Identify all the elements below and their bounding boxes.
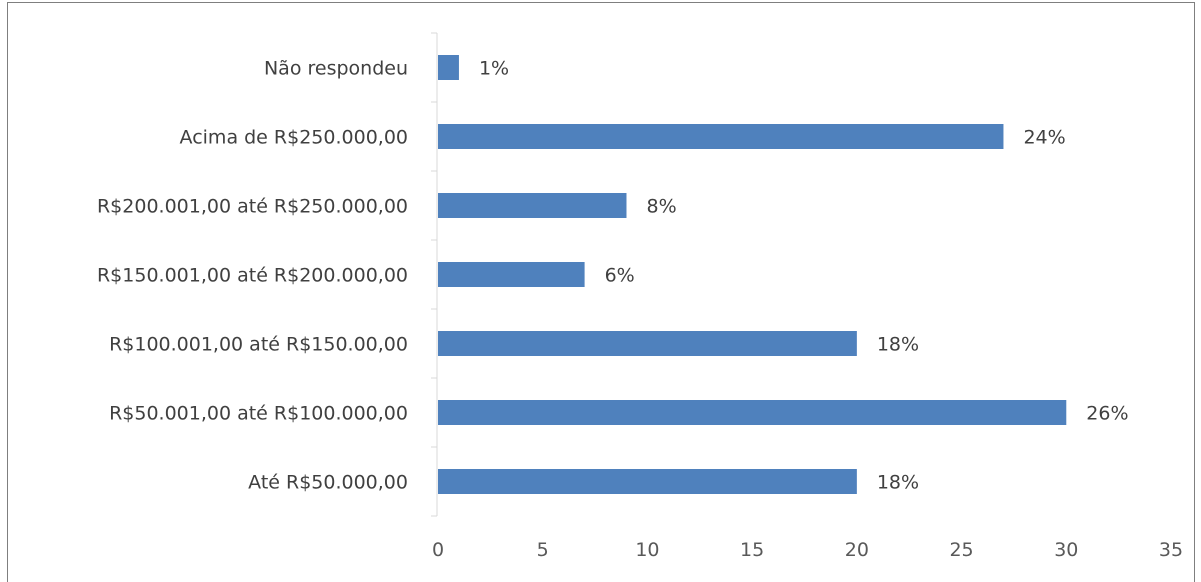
- category-label: R$100.001,00 até R$150.00,00: [109, 334, 408, 356]
- x-tick-label: 15: [740, 539, 764, 561]
- data-label: 18%: [877, 472, 919, 494]
- category-label: R$200.001,00 até R$250.000,00: [97, 196, 408, 218]
- x-tick-label: 25: [949, 539, 973, 561]
- x-tick-label: 5: [537, 539, 549, 561]
- category-label: Até R$50.000,00: [248, 472, 408, 494]
- data-label: 26%: [1086, 403, 1128, 425]
- x-tick-label: 10: [635, 539, 659, 561]
- bar: [438, 469, 857, 494]
- category-label: Não respondeu: [264, 58, 408, 80]
- category-label: R$150.001,00 até R$200.000,00: [97, 265, 408, 287]
- bar: [438, 331, 857, 356]
- bar: [438, 400, 1067, 425]
- x-tick-label: 35: [1159, 539, 1183, 561]
- bar: [438, 55, 459, 80]
- bars: [438, 55, 1067, 494]
- category-axis: Não respondeu Acima de R$250.000,00 R$200.…: [97, 32, 438, 517]
- data-label: 1%: [479, 58, 509, 80]
- x-tick-label: 20: [845, 539, 869, 561]
- value-axis: 0 5 10 15 20 25 30 35: [432, 539, 1183, 561]
- data-label: 8%: [646, 196, 676, 218]
- data-label: 6%: [605, 265, 635, 287]
- category-label: R$50.001,00 até R$100.000,00: [109, 403, 408, 425]
- chart-frame: [7, 2, 1195, 582]
- x-tick-label: 0: [432, 539, 444, 561]
- bar-chart: Não respondeu Acima de R$250.000,00 R$200.…: [97, 32, 1183, 561]
- x-tick-label: 30: [1054, 539, 1078, 561]
- bar: [438, 193, 627, 218]
- data-label: 18%: [877, 334, 919, 356]
- data-labels: 1% 24% 8% 6% 18% 26% 18%: [479, 58, 1129, 494]
- bar: [438, 262, 585, 287]
- category-label: Acima de R$250.000,00: [180, 127, 408, 149]
- bar: [438, 124, 1004, 149]
- data-label: 24%: [1023, 127, 1065, 149]
